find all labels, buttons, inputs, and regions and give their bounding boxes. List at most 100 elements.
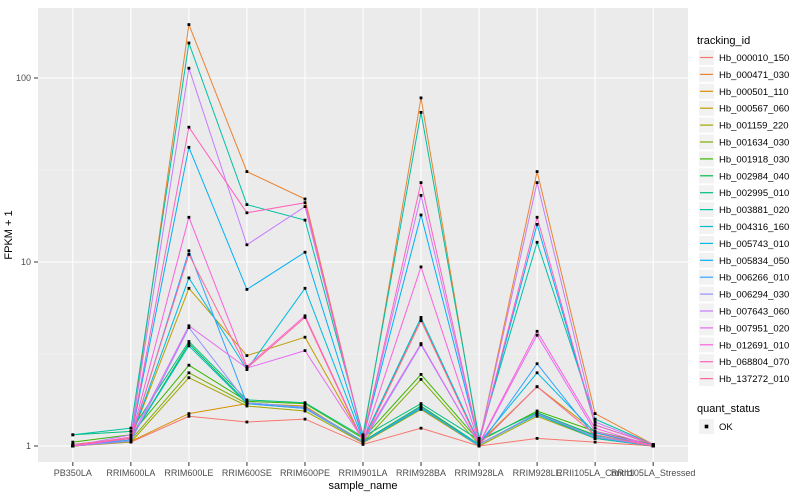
data-point xyxy=(187,145,191,149)
data-point xyxy=(593,430,597,433)
data-point xyxy=(303,286,307,290)
data-point xyxy=(187,249,191,253)
data-point xyxy=(245,401,249,405)
data-point xyxy=(187,125,191,129)
legend-key-point xyxy=(704,424,709,429)
data-point xyxy=(187,342,191,345)
data-point xyxy=(361,435,365,439)
legend-item-label: Hb_006266_010 xyxy=(719,273,789,284)
data-point xyxy=(187,344,191,348)
data-point xyxy=(303,409,307,413)
x-tick-label: RRIM600LA xyxy=(106,468,155,478)
data-point xyxy=(245,368,249,371)
data-point xyxy=(245,211,249,215)
y-tick-label: 100 xyxy=(16,73,31,83)
data-point xyxy=(419,213,423,217)
data-point xyxy=(361,440,365,444)
data-point xyxy=(245,398,249,402)
data-point xyxy=(187,324,191,328)
legend-item-label: Hb_000501_110 xyxy=(719,87,789,98)
data-point xyxy=(303,316,307,319)
legend-item-label: Hb_007951_020 xyxy=(719,323,789,334)
legend-item-label: Hb_005834_050 xyxy=(719,256,789,267)
data-point xyxy=(419,319,423,323)
data-point xyxy=(187,253,191,256)
data-point xyxy=(477,443,481,446)
data-point xyxy=(419,342,423,345)
data-point xyxy=(593,420,597,424)
data-point xyxy=(419,378,423,381)
data-point xyxy=(651,444,655,448)
data-point xyxy=(303,197,307,201)
data-point xyxy=(245,243,249,247)
data-point xyxy=(187,412,191,415)
x-tick-label: RRIM928LA xyxy=(455,468,504,478)
legend-item-label: Hb_006294_030 xyxy=(719,290,789,301)
data-point xyxy=(535,223,539,226)
data-point xyxy=(535,170,539,173)
data-point xyxy=(187,215,191,219)
data-point xyxy=(129,430,133,433)
data-point xyxy=(419,265,423,269)
data-point xyxy=(245,365,249,368)
data-point xyxy=(187,66,191,70)
data-point xyxy=(535,412,539,415)
data-point xyxy=(129,439,133,443)
data-point xyxy=(245,170,249,173)
y-tick-label: 1 xyxy=(26,441,31,451)
data-point xyxy=(535,333,539,337)
x-tick-label: RRIM600LE xyxy=(164,468,213,478)
legend-item-label: Hb_001634_030 xyxy=(719,138,789,149)
data-point xyxy=(187,363,191,367)
legend-item-label: OK xyxy=(719,422,733,433)
data-point xyxy=(419,111,423,114)
data-point xyxy=(419,194,423,197)
data-point xyxy=(303,401,307,405)
data-point xyxy=(593,433,597,437)
data-point xyxy=(593,435,597,439)
data-point xyxy=(303,250,307,254)
data-point xyxy=(419,402,423,405)
data-point xyxy=(535,181,539,184)
legend-item-label: Hb_012691_010 xyxy=(719,340,789,351)
data-point xyxy=(361,443,365,446)
data-point xyxy=(361,433,365,437)
data-point xyxy=(535,437,539,440)
data-point xyxy=(129,426,133,430)
data-point xyxy=(593,426,597,430)
data-point xyxy=(535,329,539,333)
data-point xyxy=(245,354,249,357)
data-point xyxy=(71,433,75,437)
legend-item-label: Hb_001159_220 xyxy=(719,121,789,132)
legend-item-label: Hb_007643_060 xyxy=(719,307,789,318)
data-point xyxy=(187,41,191,45)
data-point xyxy=(129,437,133,440)
legend-item-label: Hb_000471_030 xyxy=(719,70,789,81)
data-point xyxy=(477,444,481,448)
data-point xyxy=(477,438,481,442)
data-point xyxy=(535,414,539,418)
data-point xyxy=(593,423,597,427)
legend-item-label: Hb_004316_160 xyxy=(719,222,789,233)
data-point xyxy=(361,437,365,440)
x-tick-label: RRIM901LA xyxy=(338,468,387,478)
legend-item-label: Hb_002995_010 xyxy=(719,188,789,199)
data-point xyxy=(303,218,307,222)
x-tick-label: RRIM928LE xyxy=(513,468,562,478)
data-point xyxy=(477,440,481,444)
data-point xyxy=(303,314,307,318)
data-point xyxy=(71,444,75,448)
data-point xyxy=(419,406,423,409)
data-point xyxy=(187,371,191,375)
x-tick-label: RRIM600PE xyxy=(280,468,330,478)
data-point xyxy=(187,276,191,280)
data-point xyxy=(303,406,307,409)
data-point xyxy=(245,203,249,206)
data-point xyxy=(129,433,133,437)
data-point xyxy=(245,288,249,291)
data-point xyxy=(593,417,597,421)
legend-title-quant-status: quant_status xyxy=(697,403,760,415)
data-point xyxy=(535,362,539,366)
data-point xyxy=(419,181,423,184)
legend-title-tracking-id: tracking_id xyxy=(697,35,750,47)
